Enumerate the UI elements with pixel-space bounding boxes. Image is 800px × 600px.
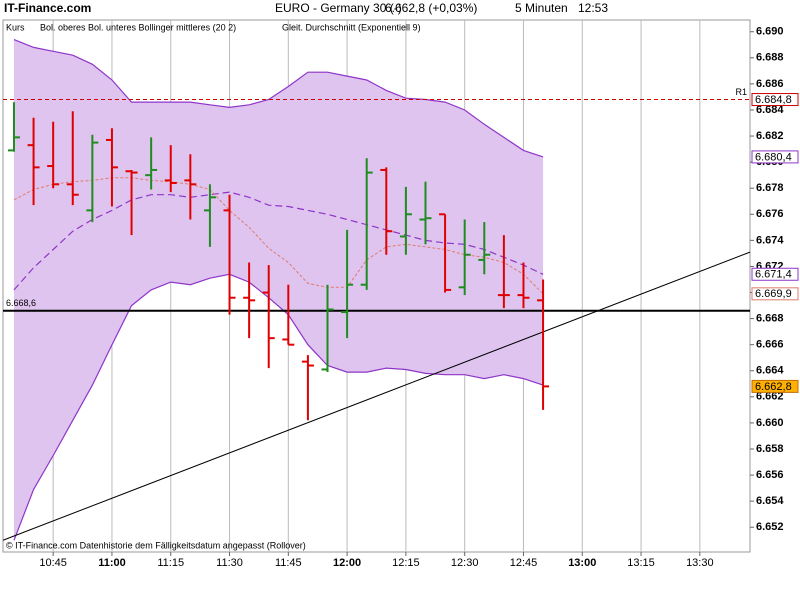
bollinger-upper — [13, 39, 544, 158]
y-tick-label: 6.662 — [756, 391, 784, 403]
y-tick-label: 6.682 — [756, 130, 784, 142]
last-value-label: 6.684,8 — [755, 94, 792, 106]
time: 12:53 — [578, 1, 608, 15]
x-tick-label: 11:30 — [216, 557, 243, 569]
legend-entry: Bol. oberes Bol. unteres Bollinger mittl… — [40, 22, 236, 32]
y-tick-label: 6.684 — [756, 104, 784, 116]
last-value-box — [751, 267, 799, 281]
x-tick-label: 12:00 — [333, 557, 361, 569]
legend-entry: Gleit. Durchschnitt (Exponentiell 9) — [282, 22, 421, 32]
x-tick-label: 13:15 — [627, 557, 655, 569]
y-tick-label: 6.664 — [756, 365, 784, 377]
y-tick-label: 6.668 — [756, 313, 784, 325]
y-tick-label: 6.660 — [756, 417, 784, 429]
last-value-box — [751, 287, 799, 301]
bollinger-fill — [13, 39, 544, 541]
y-tick-label: 6.666 — [756, 339, 784, 351]
x-tick-label: 11:00 — [98, 557, 126, 569]
y-tick-label: 6.676 — [756, 208, 784, 220]
legend-entry: Kurs — [6, 22, 25, 32]
y-tick-label: 6.678 — [756, 182, 784, 194]
last-value-label: 6.671,4 — [755, 269, 792, 281]
y-tick-label: 6.652 — [756, 521, 784, 533]
bollinger-lower — [13, 273, 544, 541]
y-tick-label: 6.674 — [756, 234, 784, 246]
x-tick-label: 12:45 — [510, 557, 538, 569]
level-label: R1 — [735, 87, 747, 97]
y-tick-label: 6.688 — [756, 52, 784, 64]
y-tick-label: 6.658 — [756, 443, 784, 455]
x-tick-label: 12:15 — [392, 557, 420, 569]
last-value-label: 6.680,4 — [755, 151, 792, 163]
x-tick-label: 11:45 — [275, 557, 302, 569]
last-value-box — [751, 150, 799, 164]
ema-line — [13, 177, 544, 295]
x-tick-label: 12:30 — [451, 557, 479, 569]
y-tick-label: 6.654 — [756, 495, 784, 507]
chart-title: EURO - Germany 30 (-) — [275, 1, 402, 15]
y-tick-label: 6.656 — [756, 469, 784, 481]
level-label: 6.668,6 — [6, 298, 36, 308]
last-value-label: 6.662,8 — [755, 381, 792, 393]
interval: 5 Minuten — [515, 1, 568, 15]
last-value-label: 6.669,9 — [755, 288, 792, 300]
x-tick-label: 11:15 — [157, 557, 184, 569]
y-tick-label: 6.686 — [756, 78, 784, 90]
y-tick-label: 6.690 — [756, 26, 784, 38]
x-tick-label: 10:45 — [39, 557, 67, 569]
last-value-box — [751, 93, 799, 107]
x-tick-label: 13:30 — [686, 557, 714, 569]
quote: 6.662,8 (+0,03%) — [385, 1, 477, 15]
x-tick-label: 13:00 — [568, 557, 596, 569]
last-value-box — [751, 379, 799, 393]
bollinger-middle — [13, 191, 544, 291]
trend-line — [2, 251, 751, 541]
footer: © IT-Finance.com Datenhistorie dem Fälli… — [6, 540, 306, 550]
site-name: IT-Finance.com — [4, 1, 91, 15]
